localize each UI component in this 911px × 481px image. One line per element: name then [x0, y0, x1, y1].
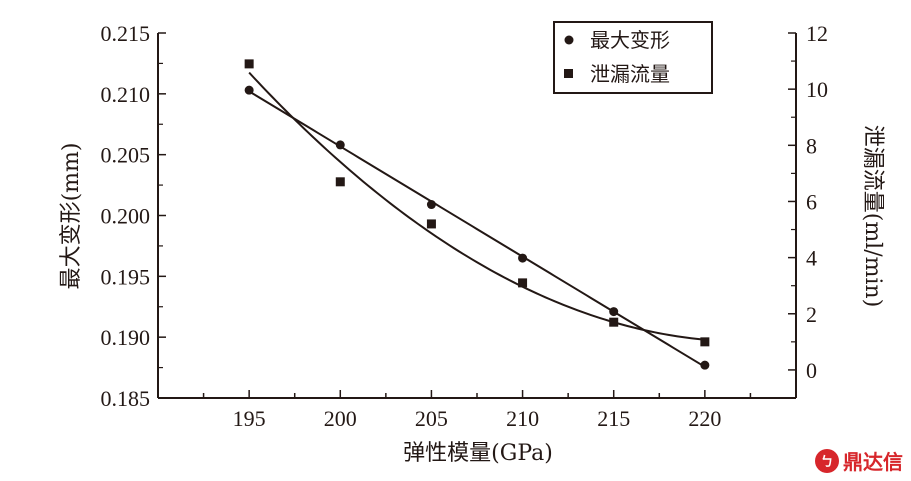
x-tick-label: 205 [415, 406, 448, 431]
right-y-tick-label: 12 [806, 21, 828, 46]
leakage-flow-point [426, 219, 436, 229]
left-y-tick-label: 0.205 [101, 143, 151, 168]
leakage-flow-point [244, 59, 254, 69]
legend: 最大变形 泄漏流量 [553, 21, 713, 94]
fit-curves [248, 71, 706, 368]
max-deformation-point [335, 140, 345, 150]
max-deformation-fit-line [248, 90, 706, 368]
leakage-flow-fit-curve [248, 71, 705, 341]
right-y-tick-label: 8 [806, 133, 817, 158]
left-y-axis-label: 最大变形(mm) [59, 143, 84, 290]
leakage-flow-point [609, 317, 619, 327]
left-y-tick-label: 0.215 [101, 21, 151, 46]
right-y-axis-label: 泄漏流量(ml/min) [860, 125, 885, 308]
right-y-tick-label: 0 [806, 358, 817, 383]
x-axis-ticks: 195 200 205 210 215 220 [157, 390, 797, 431]
left-y-tick-label: 0.185 [101, 386, 151, 411]
right-y-tick-label: 10 [806, 77, 828, 102]
legend-box [553, 21, 713, 94]
watermark-logo-icon: ㄅ [815, 448, 839, 473]
right-y-tick-label: 6 [806, 189, 817, 214]
x-tick-label: 195 [233, 406, 266, 431]
max-deformation-point [518, 253, 528, 263]
x-tick-label: 200 [324, 406, 357, 431]
legend-label-leakage-flow: 泄漏流量 [590, 62, 670, 86]
x-axis-label: 弹性模量(GPa) [403, 441, 553, 466]
legend-square-marker [564, 69, 573, 78]
x-tick-label: 215 [597, 406, 630, 431]
watermark: ㄅ 鼎达信 [815, 446, 903, 475]
x-tick-label: 210 [506, 406, 539, 431]
data-points [244, 59, 710, 370]
max-deformation-point [426, 200, 436, 210]
x-tick-label: 220 [688, 406, 721, 431]
right-y-axis-ticks: 12 10 8 6 4 2 0 [788, 21, 828, 399]
left-y-tick-label: 0.190 [101, 325, 151, 350]
max-deformation-point [609, 307, 619, 317]
max-deformation-point [700, 360, 710, 370]
leakage-flow-point [518, 278, 528, 288]
left-y-tick-label: 0.200 [101, 204, 151, 229]
right-y-tick-label: 2 [806, 302, 817, 327]
leakage-flow-point [335, 177, 345, 187]
leakage-flow-point [700, 337, 710, 347]
left-y-tick-label: 0.210 [101, 82, 151, 107]
right-y-tick-label: 4 [806, 246, 817, 271]
left-y-tick-label: 0.195 [101, 264, 151, 289]
legend-label-max-deformation: 最大变形 [590, 28, 670, 52]
max-deformation-point [244, 85, 254, 95]
left-y-axis-ticks: 0.215 0.210 0.205 0.200 0.195 0.190 0.185 [101, 21, 166, 411]
legend-circle-marker [564, 35, 574, 45]
watermark-text: 鼎达信 [843, 450, 903, 474]
